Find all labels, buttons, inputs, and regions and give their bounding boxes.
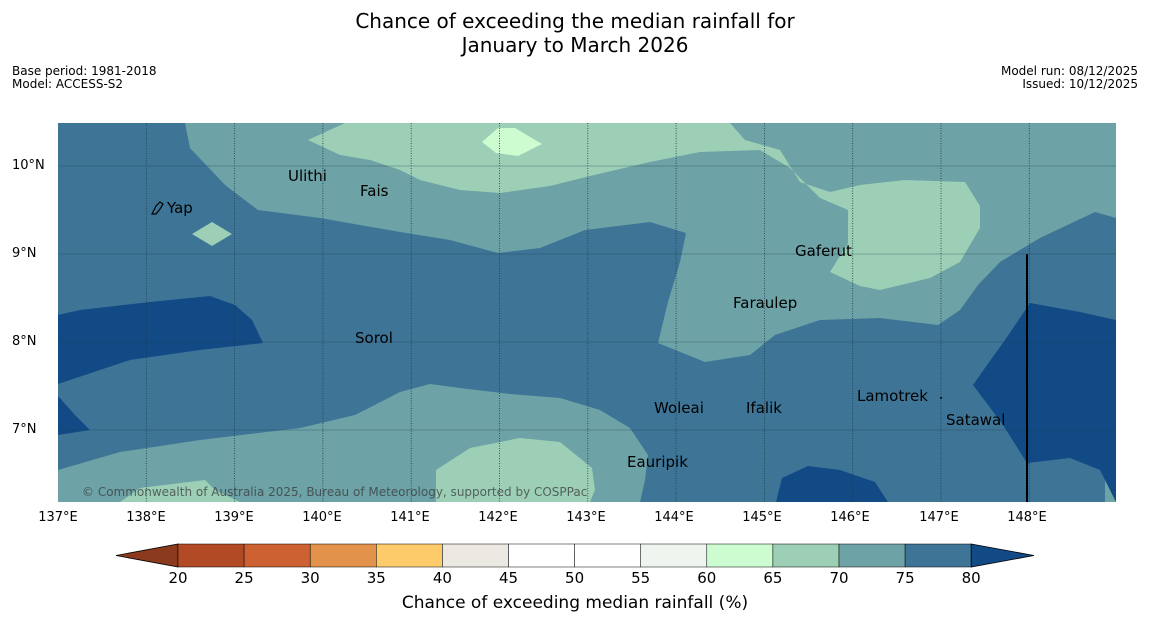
place-gaferut: Gaferut xyxy=(795,242,852,260)
place-labels: Ulithi Fais Yap Gaferut Faraulep Sorol L… xyxy=(166,167,1005,471)
yap-island-shape xyxy=(151,201,164,215)
colorbar-segment xyxy=(243,543,311,568)
lon-label-146e: 146°E xyxy=(830,510,870,525)
colorbar-segment xyxy=(640,543,708,568)
colorbar-segments xyxy=(115,543,1035,568)
base-period: Base period: 1981-2018 xyxy=(12,64,157,78)
lat-label-8n: 8°N xyxy=(12,334,37,349)
colorbar-tick-label: 60 xyxy=(697,569,717,587)
colorbar-tick-label: 20 xyxy=(168,569,188,587)
lon-label-137e: 137°E xyxy=(38,510,78,525)
colorbar-segment xyxy=(309,543,377,568)
graticule xyxy=(58,123,1116,502)
region-80-southeast xyxy=(776,466,888,502)
title-line-1: Chance of exceeding the median rainfall … xyxy=(355,9,795,33)
region-65-70-north xyxy=(308,123,980,290)
colorbar-tick-label: 75 xyxy=(895,569,915,587)
meta-right: Model run: 08/12/2025 Issued: 10/12/2025 xyxy=(1001,65,1138,91)
colorbar-tick-label: 30 xyxy=(300,569,320,587)
title-line-2: January to March 2026 xyxy=(461,33,689,57)
lon-label-144e: 144°E xyxy=(654,510,694,525)
issued-date: Issued: 10/12/2025 xyxy=(1022,77,1138,91)
model-run: Model run: 08/12/2025 xyxy=(1000,64,1138,78)
colorbar-segment xyxy=(574,543,641,568)
colorbar-segment xyxy=(376,543,443,568)
lon-label-140e: 140°E xyxy=(302,510,342,525)
place-woleai: Woleai xyxy=(654,399,704,417)
place-sorol: Sorol xyxy=(355,329,393,347)
region-80-west xyxy=(58,296,263,384)
place-ulithi: Ulithi xyxy=(288,167,327,185)
lon-label-142e: 142°E xyxy=(478,510,518,525)
lon-label-148e: 148°E xyxy=(1007,510,1047,525)
colorbar-segment xyxy=(508,543,575,568)
lon-label-138e: 138°E xyxy=(126,510,166,525)
colorbar-segment xyxy=(442,543,509,568)
region-65-70-south xyxy=(436,438,595,502)
lat-label-9n: 9°N xyxy=(12,246,37,261)
colorbar-extend-high xyxy=(970,543,1035,568)
place-ifalik: Ifalik xyxy=(746,399,782,417)
lon-label-141e: 141°E xyxy=(390,510,430,525)
colorbar-segment xyxy=(772,543,840,568)
colorbar-tick-label: 40 xyxy=(432,569,452,587)
colorbar-tick-label: 65 xyxy=(763,569,783,587)
lon-label-143e: 143°E xyxy=(566,510,606,525)
lon-label-139e: 139°E xyxy=(214,510,254,525)
colorbar-tick-label: 25 xyxy=(234,569,254,587)
lon-label-145e: 145°E xyxy=(742,510,782,525)
place-satawal: Satawal xyxy=(946,411,1005,429)
colorbar-segment xyxy=(706,543,774,568)
place-eauripik: Eauripik xyxy=(627,453,688,471)
region-80-east xyxy=(973,303,1116,502)
region-60-65 xyxy=(482,128,542,156)
region-65-70-southwest xyxy=(120,480,240,502)
colorbar-label: Chance of exceeding median rainfall (%) xyxy=(401,593,749,613)
place-yap: Yap xyxy=(166,199,193,217)
colorbar-tick-label: 55 xyxy=(631,569,651,587)
colorbar-tick-label: 70 xyxy=(829,569,849,587)
lon-label-147e: 147°E xyxy=(919,510,959,525)
colorbar-tick-label: 45 xyxy=(498,569,519,587)
region-65-70-west-blob xyxy=(192,222,232,246)
colorbar-tick-label: 50 xyxy=(565,569,585,587)
place-lamotrek: Lamotrek xyxy=(857,387,928,405)
colorbar-segment xyxy=(838,543,906,568)
place-faraulep: Faraulep xyxy=(733,294,797,312)
region-80-west-south xyxy=(58,396,90,435)
copyright-notice: © Commonwealth of Australia 2025, Bureau… xyxy=(82,485,587,499)
place-dot xyxy=(940,397,942,399)
colorbar-tick-label: 80 xyxy=(961,569,981,587)
map-title: Chance of exceeding the median rainfall … xyxy=(0,9,1150,57)
model-name: Model: ACCESS-S2 xyxy=(12,77,124,91)
lat-label-10n: 10°N xyxy=(12,158,45,173)
colorbar-extend-low xyxy=(115,543,179,568)
place-fais: Fais xyxy=(360,182,389,200)
lat-label-7n: 7°N xyxy=(12,422,37,437)
colorbar-segment xyxy=(177,543,245,568)
meta-left: Base period: 1981-2018 Model: ACCESS-S2 xyxy=(12,65,157,91)
colorbar-segment xyxy=(904,543,972,568)
colorbar-tick-label: 35 xyxy=(366,569,386,587)
